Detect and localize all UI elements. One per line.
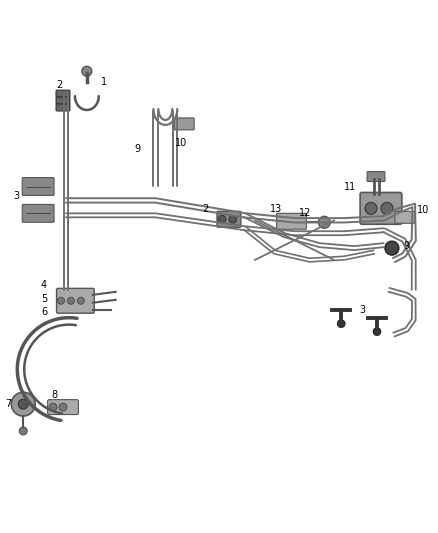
FancyBboxPatch shape	[57, 288, 94, 313]
Circle shape	[229, 215, 237, 223]
Circle shape	[11, 392, 35, 416]
Circle shape	[59, 403, 67, 411]
Text: 10: 10	[417, 205, 429, 215]
Text: 12: 12	[299, 208, 311, 219]
Text: 7: 7	[5, 399, 12, 409]
Circle shape	[49, 403, 57, 411]
Text: 2: 2	[57, 80, 63, 90]
Circle shape	[337, 320, 345, 328]
Circle shape	[19, 427, 27, 435]
Text: 9: 9	[404, 241, 410, 251]
Text: 9: 9	[134, 144, 141, 154]
FancyBboxPatch shape	[56, 97, 70, 104]
Text: 13: 13	[270, 204, 282, 214]
FancyBboxPatch shape	[367, 172, 385, 182]
Circle shape	[385, 241, 399, 255]
Text: 5: 5	[41, 294, 47, 304]
Circle shape	[373, 328, 381, 336]
FancyBboxPatch shape	[395, 212, 415, 223]
Circle shape	[82, 66, 92, 76]
Text: 3: 3	[359, 305, 365, 314]
Circle shape	[67, 297, 74, 304]
FancyBboxPatch shape	[277, 213, 307, 229]
Circle shape	[381, 203, 393, 214]
Circle shape	[18, 399, 28, 409]
Circle shape	[78, 297, 85, 304]
Text: 4: 4	[41, 280, 47, 290]
FancyBboxPatch shape	[56, 90, 70, 97]
Circle shape	[318, 216, 330, 228]
Text: 1: 1	[101, 77, 107, 87]
Text: 2: 2	[202, 204, 208, 214]
Circle shape	[57, 297, 64, 304]
FancyBboxPatch shape	[174, 118, 194, 130]
Circle shape	[218, 215, 226, 223]
FancyBboxPatch shape	[48, 400, 78, 415]
Text: 11: 11	[344, 182, 356, 191]
FancyBboxPatch shape	[217, 212, 241, 227]
FancyBboxPatch shape	[22, 204, 54, 222]
Text: 3: 3	[13, 191, 19, 201]
FancyBboxPatch shape	[22, 177, 54, 196]
Text: 6: 6	[41, 306, 47, 317]
Text: 10: 10	[175, 138, 187, 148]
FancyBboxPatch shape	[360, 192, 402, 224]
Text: 8: 8	[51, 390, 57, 400]
FancyBboxPatch shape	[56, 104, 70, 111]
Circle shape	[365, 203, 377, 214]
